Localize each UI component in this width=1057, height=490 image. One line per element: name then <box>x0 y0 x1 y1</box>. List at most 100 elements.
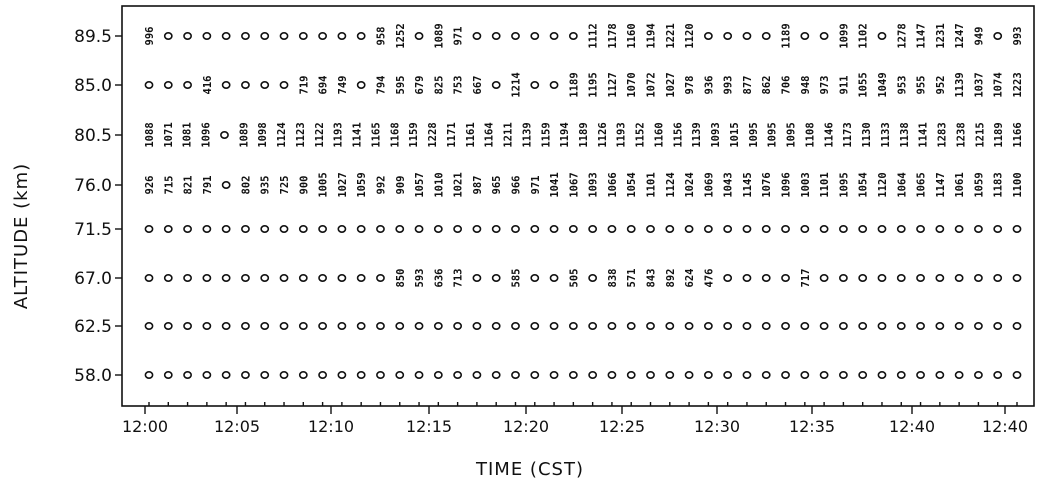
value-label: 1161 <box>465 122 477 147</box>
y-tick-label: 71.5 <box>74 220 112 240</box>
zero-marker <box>433 225 443 234</box>
zero-marker <box>646 370 655 379</box>
value-label: 791 <box>202 176 214 195</box>
value-label: 955 <box>916 76 928 95</box>
zero-marker <box>877 225 887 234</box>
value-label: 1159 <box>408 122 420 147</box>
value-label: 1095 <box>767 122 779 147</box>
value-label: 862 <box>761 76 773 95</box>
zero-marker <box>935 273 945 282</box>
zero-marker <box>1012 370 1022 379</box>
zero-marker <box>839 321 848 330</box>
zero-marker <box>183 81 192 90</box>
zero-marker <box>974 321 983 330</box>
value-label: 1139 <box>691 122 703 147</box>
zero-marker <box>376 225 385 234</box>
zero-marker <box>800 31 810 40</box>
value-label: 1015 <box>729 122 741 147</box>
zero-marker <box>607 225 617 234</box>
zero-marker <box>453 370 463 379</box>
value-label: 838 <box>607 269 619 288</box>
value-label: 1247 <box>954 23 966 48</box>
zero-marker <box>858 225 868 234</box>
zero-marker <box>839 225 848 234</box>
zero-marker <box>221 81 231 90</box>
value-label: 1074 <box>993 72 1005 97</box>
value-label: 1138 <box>899 122 911 147</box>
zero-marker <box>819 273 829 282</box>
value-label: 850 <box>395 269 407 288</box>
zero-marker <box>954 225 964 234</box>
value-label: 1066 <box>607 172 619 197</box>
zero-marker <box>665 321 675 330</box>
value-label: 821 <box>183 176 195 195</box>
value-label: 694 <box>318 76 330 95</box>
zero-marker <box>279 273 289 282</box>
value-label: 1139 <box>521 122 533 147</box>
zero-marker <box>819 321 829 330</box>
value-label: 753 <box>453 76 465 95</box>
zero-marker <box>221 181 231 190</box>
value-label: 1122 <box>314 122 326 147</box>
zero-marker <box>646 225 655 234</box>
zero-marker <box>703 321 713 330</box>
value-label: 505 <box>568 269 580 288</box>
zero-marker <box>491 81 501 90</box>
zero-marker <box>472 370 482 379</box>
value-label: 993 <box>723 76 735 95</box>
value-label: 595 <box>395 76 407 95</box>
zero-marker <box>183 273 192 282</box>
zero-marker <box>549 225 559 234</box>
value-label: 1059 <box>973 172 985 197</box>
value-label: 1126 <box>597 122 609 147</box>
zero-marker <box>684 225 694 234</box>
zero-marker <box>511 31 520 40</box>
zero-marker <box>414 370 424 379</box>
zero-marker <box>163 31 173 40</box>
y-axis-title: ALTITUDE (km) <box>11 163 32 309</box>
zero-marker <box>433 370 443 379</box>
value-label: 1108 <box>804 122 816 147</box>
zero-marker <box>723 370 733 379</box>
zero-marker <box>241 225 250 234</box>
zero-marker <box>742 225 752 234</box>
zero-marker <box>588 321 598 330</box>
zero-marker <box>568 370 578 379</box>
value-label: 1065 <box>916 172 928 197</box>
zero-marker <box>723 31 733 40</box>
zero-marker <box>221 370 231 379</box>
zero-marker <box>761 273 771 282</box>
x-tick-label: 12:40 <box>889 417 935 436</box>
zero-marker <box>974 273 983 282</box>
value-label: 966 <box>510 176 522 195</box>
zero-marker <box>144 273 154 282</box>
value-label: 1027 <box>665 72 677 97</box>
zero-marker <box>819 31 829 40</box>
zero-marker <box>703 225 713 234</box>
zero-marker <box>318 321 327 330</box>
zero-marker <box>453 321 463 330</box>
value-label: 667 <box>472 76 484 95</box>
value-label: 1189 <box>781 23 793 48</box>
zero-marker <box>781 321 790 330</box>
zero-marker <box>298 31 308 40</box>
zero-marker <box>896 273 906 282</box>
value-label: 1081 <box>182 122 194 147</box>
value-label: 1101 <box>819 172 831 197</box>
zero-marker <box>337 273 347 282</box>
value-label: 1098 <box>257 122 269 147</box>
value-label: 1095 <box>838 172 850 197</box>
zero-marker <box>241 81 250 90</box>
value-label: 892 <box>665 269 677 288</box>
x-tick-label: 12:00 <box>122 417 168 436</box>
zero-marker <box>163 273 173 282</box>
y-tick-label: 62.5 <box>74 317 112 337</box>
zero-marker <box>511 321 520 330</box>
value-label: 794 <box>375 76 387 95</box>
zero-marker <box>202 225 212 234</box>
zero-marker <box>163 321 173 330</box>
data-cells: 996 958 1252 1089 971 1112 1178 1160 1194 1221 112… <box>144 23 1024 379</box>
value-label: 802 <box>240 176 252 195</box>
value-label: 1252 <box>395 23 407 48</box>
zero-marker <box>993 31 1003 40</box>
